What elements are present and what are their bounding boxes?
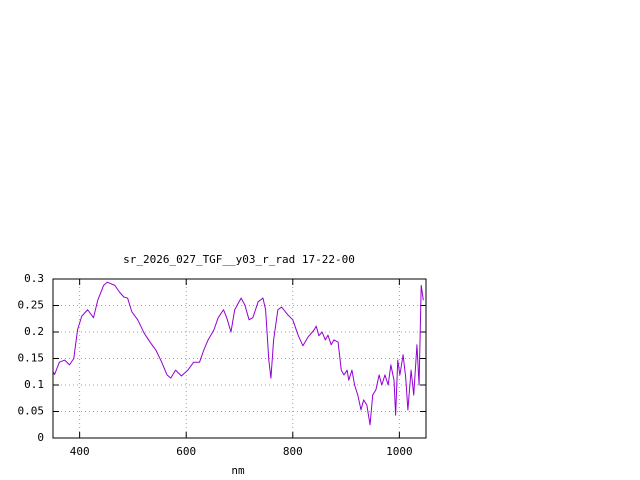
x-tick-label: 800 (283, 445, 303, 458)
y-tick-label: 0.1 (24, 378, 44, 391)
y-tick-label: 0.3 (24, 272, 44, 285)
plot-border (52, 278, 427, 439)
y-tick-label: 0.15 (18, 352, 45, 365)
data-line (52, 281, 424, 426)
y-tick-label: 0.2 (24, 325, 44, 338)
x-tick-label: 1000 (386, 445, 413, 458)
x-tick-label: 600 (176, 445, 196, 458)
y-tick-label: 0 (37, 431, 44, 444)
y-tick-label: 0.25 (18, 299, 45, 312)
x-tick-label: 400 (70, 445, 90, 458)
chart-title: sr_2026_027_TGF__y03_r_rad 17-22-00 (123, 253, 355, 266)
y-tick-label: 0.05 (18, 405, 45, 418)
x-axis-label: nm (231, 464, 245, 477)
